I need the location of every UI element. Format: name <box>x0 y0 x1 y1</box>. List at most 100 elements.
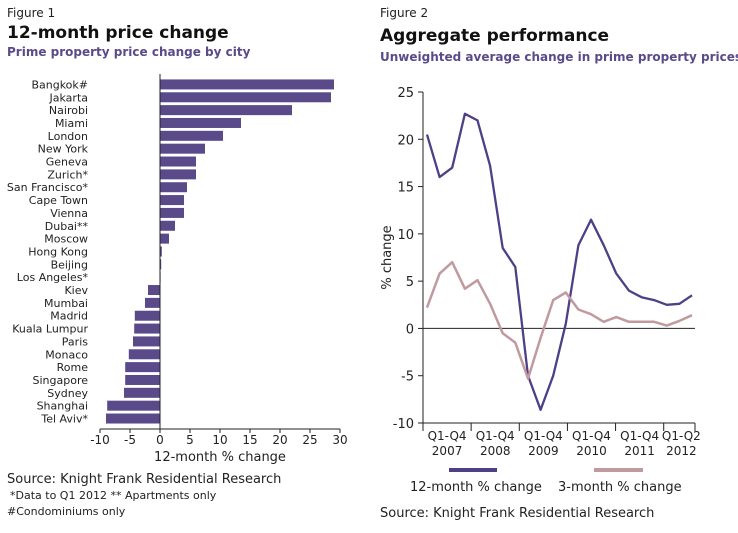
category-label: Madrid <box>50 310 88 323</box>
bar-2 <box>160 105 292 116</box>
x-quarter-label: Q1-Q2 <box>662 429 701 443</box>
x-year-label: 2008 <box>480 444 511 458</box>
fig2-subtitle: Unweighted average change in prime prope… <box>380 50 738 64</box>
bar-4 <box>160 130 223 141</box>
bar-1 <box>160 92 331 103</box>
y-tick-label: 0 <box>406 322 414 337</box>
category-label: Kiev <box>64 284 88 297</box>
bar-9 <box>160 195 184 206</box>
series-line-1 <box>425 260 693 380</box>
bar-13 <box>160 246 162 257</box>
category-label: Singapore <box>33 374 89 387</box>
y-axis-title: % change <box>380 225 395 289</box>
x-axis-title: 12-month % change <box>154 450 286 465</box>
bar-16 <box>148 285 160 296</box>
bar-26 <box>106 413 160 424</box>
fig1-label: Figure 1 <box>7 6 55 20</box>
x-quarter-label: Q1-Q4 <box>524 429 563 443</box>
x-year-label: 2011 <box>624 444 655 458</box>
category-label: Vienna <box>50 207 88 220</box>
y-tick-label: 10 <box>397 228 414 243</box>
bar-8 <box>160 182 187 193</box>
x-tick-label: 20 <box>272 433 287 447</box>
series-line-0 <box>425 112 693 411</box>
fig1-note-2: #Condominiums only <box>7 505 126 518</box>
category-label: Moscow <box>44 233 88 246</box>
category-label: Cape Town <box>29 194 88 207</box>
bar-11 <box>160 220 175 231</box>
x-year-label: 2010 <box>576 444 607 458</box>
x-quarter-label: Q1-Q4 <box>428 429 467 443</box>
bar-7 <box>160 169 196 180</box>
x-year-label: 2007 <box>432 444 463 458</box>
category-label: Miami <box>55 117 88 130</box>
bar-6 <box>160 156 196 167</box>
y-tick-label: 20 <box>397 133 414 148</box>
category-label: Beijing <box>51 258 88 271</box>
x-quarter-label: Q1-Q4 <box>572 429 611 443</box>
category-label: Dubai** <box>45 220 89 233</box>
x-tick-label: 5 <box>186 433 194 447</box>
x-tick-label: 30 <box>332 433 347 447</box>
bar-21 <box>128 349 160 360</box>
x-quarter-label: Q1-Q4 <box>476 429 515 443</box>
x-tick-label: 15 <box>242 433 257 447</box>
bar-17 <box>145 297 160 308</box>
category-label: Paris <box>62 335 88 348</box>
x-tick-label: -5 <box>124 433 136 447</box>
category-label: Jakarta <box>49 91 88 104</box>
y-tick-label: 15 <box>397 181 414 196</box>
bar-0 <box>160 79 334 90</box>
fig1-source: Source: Knight Frank Residential Researc… <box>7 472 281 487</box>
fig1-title: 12-month price change <box>7 23 229 43</box>
category-label: Shanghai <box>37 400 88 413</box>
bar-20 <box>133 336 160 347</box>
fig1-subtitle: Prime property price change by city <box>7 45 251 59</box>
x-quarter-label: Q1-Q4 <box>620 429 659 443</box>
bar-10 <box>160 207 184 218</box>
x-tick-label: 0 <box>156 433 164 447</box>
y-tick-label: 25 <box>397 86 414 101</box>
bar-12 <box>160 233 169 244</box>
bar-25 <box>107 400 160 411</box>
x-tick-label: 25 <box>302 433 317 447</box>
category-label: Kuala Lumpur <box>12 323 88 336</box>
fig2-title: Aggregate performance <box>380 26 609 46</box>
category-label: Nairobi <box>49 104 88 117</box>
category-label: Monaco <box>45 348 88 361</box>
bar-14 <box>160 259 162 270</box>
category-label: Mumbai <box>44 297 88 310</box>
category-label: Geneva <box>46 156 88 169</box>
category-label: Hong Kong <box>28 245 88 258</box>
bar-5 <box>160 143 205 154</box>
x-year-label: 2012 <box>666 444 697 458</box>
fig2-label: Figure 2 <box>380 6 428 20</box>
category-label: Los Angeles* <box>17 271 89 284</box>
category-label: Bangkok# <box>31 78 88 91</box>
x-tick-label: -10 <box>90 433 110 447</box>
category-label: Sydney <box>47 387 88 400</box>
y-tick-label: 5 <box>406 275 414 290</box>
category-label: New York <box>38 143 89 156</box>
bar-3 <box>160 117 241 128</box>
bar-18 <box>134 310 160 321</box>
fig1-note-1: *Data to Q1 2012 ** Apartments only <box>10 489 217 502</box>
bar-22 <box>125 362 160 373</box>
category-label: San Francisco* <box>7 181 89 194</box>
legend-label-3-month: 3-month % change <box>558 480 682 495</box>
bar-23 <box>125 374 160 385</box>
category-label: Tel Aviv* <box>40 413 88 426</box>
x-tick-label: 10 <box>212 433 227 447</box>
fig2-source: Source: Knight Frank Residential Researc… <box>380 506 654 521</box>
x-year-label: 2009 <box>528 444 559 458</box>
y-tick-label: -5 <box>401 370 414 385</box>
category-label: Zurich* <box>47 168 88 181</box>
category-label: London <box>48 130 88 143</box>
legend-label-12-month: 12-month % change <box>410 480 542 495</box>
category-label: Rome <box>57 361 89 374</box>
bar-19 <box>134 323 160 334</box>
bar-24 <box>124 387 160 398</box>
